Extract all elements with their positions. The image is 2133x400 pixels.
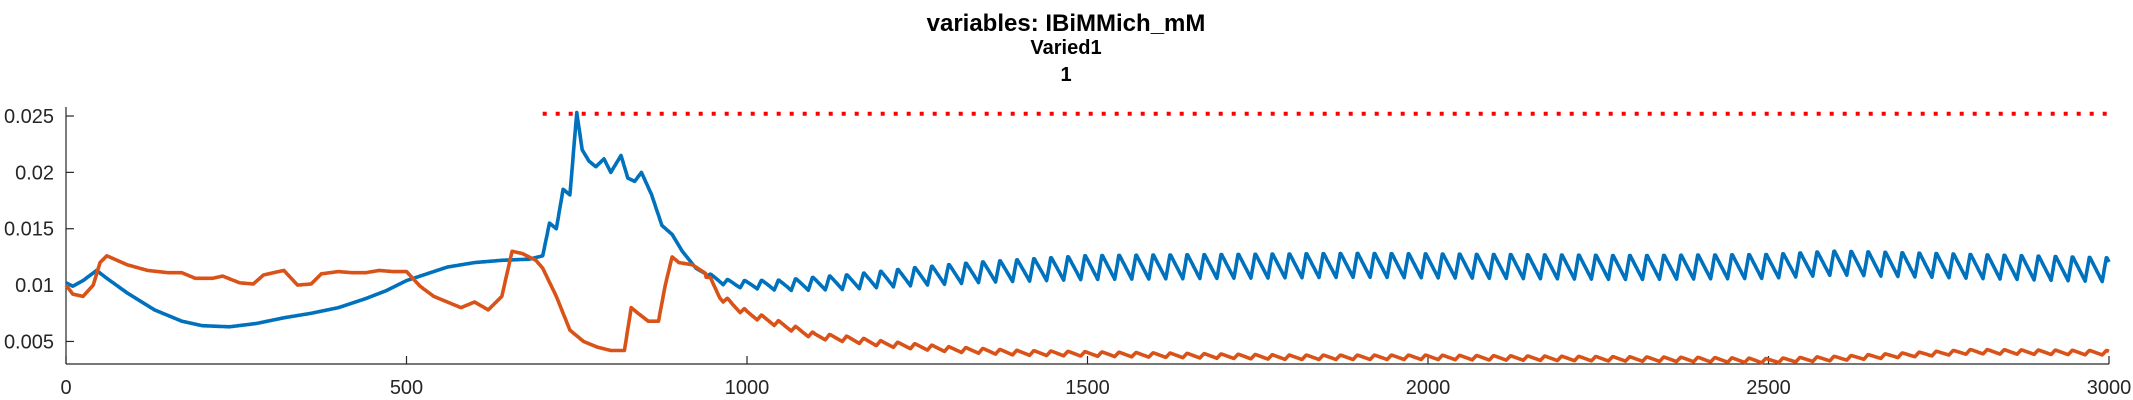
y-tick-label: 0.005 — [4, 331, 54, 353]
x-ticks: 0 500 1000 1500 2000 2500 3000 — [60, 356, 2131, 399]
series-line-2 — [64, 249, 2111, 365]
x-tick-label: 3000 — [2087, 377, 2132, 399]
series-line-1 — [64, 110, 2111, 329]
x-tick-label: 1000 — [725, 377, 770, 399]
chart-subtitle: Varied1 — [1030, 37, 1101, 59]
y-tick-label: 0.02 — [15, 162, 54, 184]
x-tick-label: 0 — [60, 377, 71, 399]
series-group — [64, 110, 2111, 365]
chart-subtitle-index: 1 — [1060, 64, 1071, 86]
plot-area: 0 500 1000 1500 2000 2500 3000 0.0050.010.0150… — [4, 106, 2131, 399]
x-tick-label: 1500 — [1065, 377, 1110, 399]
x-tick-label: 2500 — [1746, 377, 1791, 399]
chart-title: variables: IBiMMich_mM — [927, 10, 1206, 37]
x-tick-label: 2000 — [1406, 377, 1451, 399]
y-tick-label: 0.015 — [4, 219, 54, 241]
y-tick-label: 0.025 — [4, 106, 54, 128]
y-tick-label: 0.01 — [15, 275, 54, 297]
y-ticks: 0.005 0.01 0.015 0.02 0.025 — [4, 106, 74, 353]
x-tick-label: 500 — [390, 377, 423, 399]
